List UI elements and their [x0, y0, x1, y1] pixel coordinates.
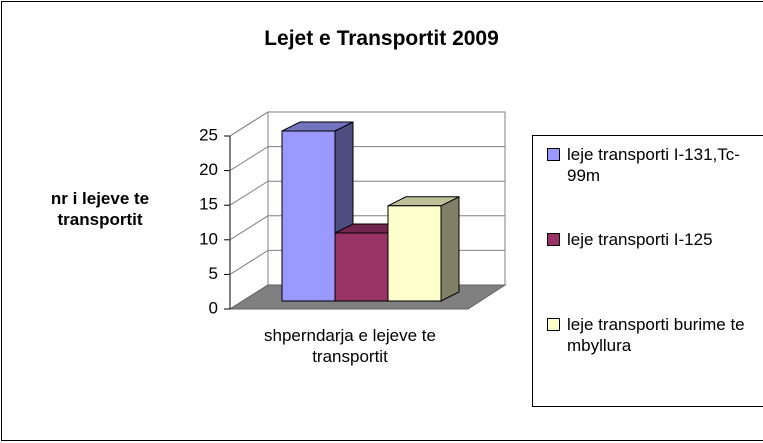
grid-line	[229, 146, 505, 172]
grid-line	[229, 111, 505, 137]
legend-label: leje transporti burime te mbyllura	[567, 315, 745, 355]
y-tick-label: 10	[199, 229, 218, 248]
bar	[334, 232, 389, 302]
legend-swatch	[547, 233, 560, 246]
side-wall	[229, 111, 269, 310]
y-tick-label: 20	[199, 160, 218, 179]
bar-side	[440, 195, 460, 302]
x-tick-label: shperndarja e lejeve te transportit	[263, 326, 436, 366]
legend-item: leje transporti burime te mbyllura	[547, 314, 757, 356]
y-tick-label: 5	[209, 264, 218, 283]
chart-title: Lejet e Transportit 2009	[264, 27, 499, 50]
y-tick-label: 0	[209, 298, 218, 317]
y-axis-label: nr i lejeve te transportit	[50, 189, 150, 229]
legend-item: leje transporti I-125	[547, 229, 757, 250]
y-tick-label: 25	[199, 125, 218, 144]
legend-swatch	[547, 318, 560, 331]
legend-label: leje transporti I-125	[567, 230, 713, 249]
bar	[281, 130, 336, 302]
legend-item: leje transporti I-131,Tc-99m	[547, 144, 757, 186]
legend-label: leje transporti I-131,Tc-99m	[567, 145, 740, 185]
legend: leje transporti I-131,Tc-99m leje transpo…	[532, 135, 763, 407]
legend-swatch	[547, 148, 560, 161]
bar	[387, 205, 442, 302]
y-tick-label: 15	[199, 195, 218, 214]
grid-line	[229, 180, 505, 206]
